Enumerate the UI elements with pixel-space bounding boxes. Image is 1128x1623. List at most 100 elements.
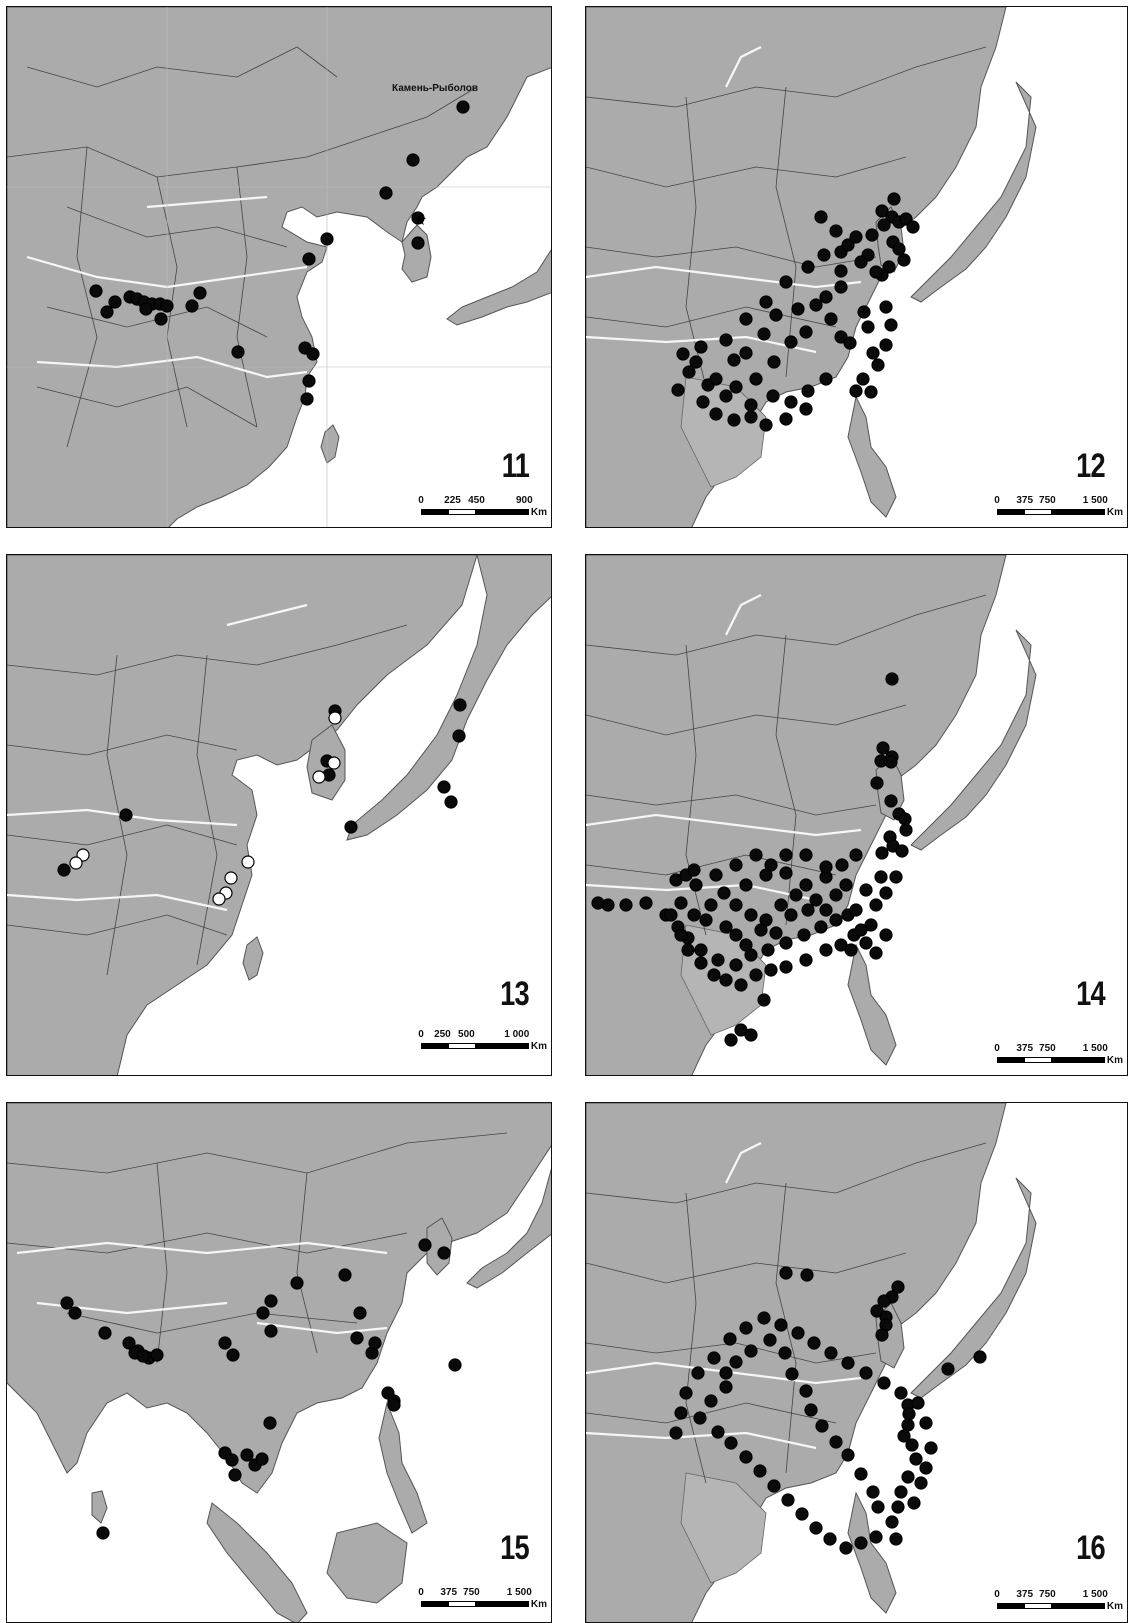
occurrence-filled-marker	[799, 1384, 813, 1398]
occurrence-filled-marker	[727, 413, 741, 427]
scale-bar: 0 225 450 900 Km	[417, 495, 547, 525]
occurrence-filled-marker	[255, 1452, 269, 1466]
occurrence-filled-marker	[779, 866, 793, 880]
panel-number: 15	[500, 1529, 529, 1567]
land-korea	[401, 224, 432, 283]
occurrence-filled-marker	[707, 1351, 721, 1365]
panel-number: 16	[1076, 1529, 1105, 1567]
occurrence-filled-marker	[781, 1493, 795, 1507]
occurrence-filled-marker	[453, 698, 467, 712]
occurrence-filled-marker	[619, 898, 633, 912]
scale-tick: 375	[440, 1587, 458, 1598]
occurrence-filled-marker	[769, 926, 783, 940]
occurrence-filled-marker	[674, 928, 688, 942]
occurrence-filled-marker	[891, 1500, 905, 1514]
occurrence-filled-marker	[696, 395, 710, 409]
land-borneo	[326, 1522, 408, 1604]
occurrence-filled-marker	[764, 963, 778, 977]
occurrence-filled-marker	[437, 780, 451, 794]
occurrence-filled-marker	[734, 978, 748, 992]
occurrence-filled-marker	[819, 290, 833, 304]
occurrence-filled-marker	[885, 672, 899, 686]
occurrence-filled-marker	[674, 896, 688, 910]
occurrence-filled-marker	[774, 1318, 788, 1332]
occurrence-filled-marker	[693, 1411, 707, 1425]
scale-tick: 750	[1039, 1043, 1056, 1054]
land-japan	[910, 629, 1037, 851]
land-japan	[346, 555, 551, 841]
occurrence-filled-marker	[894, 1386, 908, 1400]
occurrence-filled-marker	[854, 1536, 868, 1550]
occurrence-filled-marker	[791, 302, 805, 316]
occurrence-filled-marker	[892, 242, 906, 256]
occurrence-filled-marker	[719, 333, 733, 347]
occurrence-filled-marker	[60, 1296, 74, 1310]
occurrence-filled-marker	[875, 846, 889, 860]
occurrence-markers	[671, 192, 920, 432]
occurrence-filled-marker	[707, 968, 721, 982]
occurrence-filled-marker	[704, 898, 718, 912]
occurrence-filled-marker	[879, 300, 893, 314]
occurrence-filled-marker	[835, 858, 849, 872]
land-mainland	[7, 555, 478, 1075]
scale-tick: 375	[1016, 1043, 1034, 1054]
occurrence-filled-marker	[729, 380, 743, 394]
occurrence-filled-marker	[704, 1394, 718, 1408]
occurrence-filled-marker	[834, 264, 848, 278]
scale-tick: 900	[515, 495, 533, 506]
occurrence-filled-marker	[218, 1336, 232, 1350]
map-panel-14: 14 0 375 750 1 500 Km	[585, 554, 1128, 1076]
occurrence-filled-marker	[739, 1450, 753, 1464]
occurrence-filled-marker	[766, 389, 780, 403]
occurrence-open-marker	[224, 871, 238, 885]
occurrence-filled-marker	[231, 345, 245, 359]
land-japan	[910, 81, 1037, 303]
occurrence-filled-marker	[859, 883, 873, 897]
occurrence-filled-marker	[719, 1366, 733, 1380]
occurrence-filled-marker	[719, 389, 733, 403]
land-japan	[446, 249, 551, 326]
occurrence-filled-marker	[150, 1348, 164, 1362]
occurrence-filled-marker	[759, 295, 773, 309]
occurrence-open-marker	[312, 770, 326, 784]
occurrence-filled-marker	[448, 1358, 462, 1372]
occurrence-filled-marker	[799, 402, 813, 416]
occurrence-filled-marker	[669, 1426, 683, 1440]
land-mainland	[7, 7, 551, 527]
occurrence-filled-marker	[302, 252, 316, 266]
occurrence-filled-marker	[879, 338, 893, 352]
occurrence-filled-marker	[894, 1485, 908, 1499]
occurrence-filled-marker	[779, 412, 793, 426]
occurrence-filled-marker	[763, 1333, 777, 1347]
occurrence-filled-marker	[709, 372, 723, 386]
occurrence-filled-marker	[874, 870, 888, 884]
occurrence-filled-marker	[870, 776, 884, 790]
occurrence-filled-marker	[804, 1403, 818, 1417]
occurrence-filled-marker	[368, 1336, 382, 1350]
occurrence-filled-marker	[791, 1326, 805, 1340]
occurrence-filled-marker	[717, 886, 731, 900]
occurrence-filled-marker	[225, 1453, 239, 1467]
occurrence-filled-marker	[687, 908, 701, 922]
occurrence-filled-marker	[759, 868, 773, 882]
scale-unit: Km	[1106, 1055, 1123, 1066]
occurrence-filled-marker	[739, 1321, 753, 1335]
occurrence-filled-marker	[876, 741, 890, 755]
occurrence-filled-marker	[437, 1246, 451, 1260]
occurrence-filled-marker	[96, 1526, 110, 1540]
occurrence-filled-marker	[854, 923, 868, 937]
occurrence-markers	[591, 672, 913, 1047]
occurrence-filled-marker	[875, 204, 889, 218]
occurrence-filled-marker	[674, 1406, 688, 1420]
occurrence-filled-marker	[779, 1266, 793, 1280]
occurrence-filled-marker	[739, 938, 753, 952]
occurrence-filled-marker	[687, 863, 701, 877]
occurrence-open-marker	[328, 711, 342, 725]
occurrence-filled-marker	[919, 1461, 933, 1475]
occurrence-open-marker	[69, 856, 83, 870]
occurrence-filled-marker	[320, 232, 334, 246]
occurrence-filled-marker	[819, 372, 833, 386]
occurrence-filled-marker	[907, 1496, 921, 1510]
occurrence-filled-marker	[681, 943, 695, 957]
occurrence-filled-marker	[834, 330, 848, 344]
